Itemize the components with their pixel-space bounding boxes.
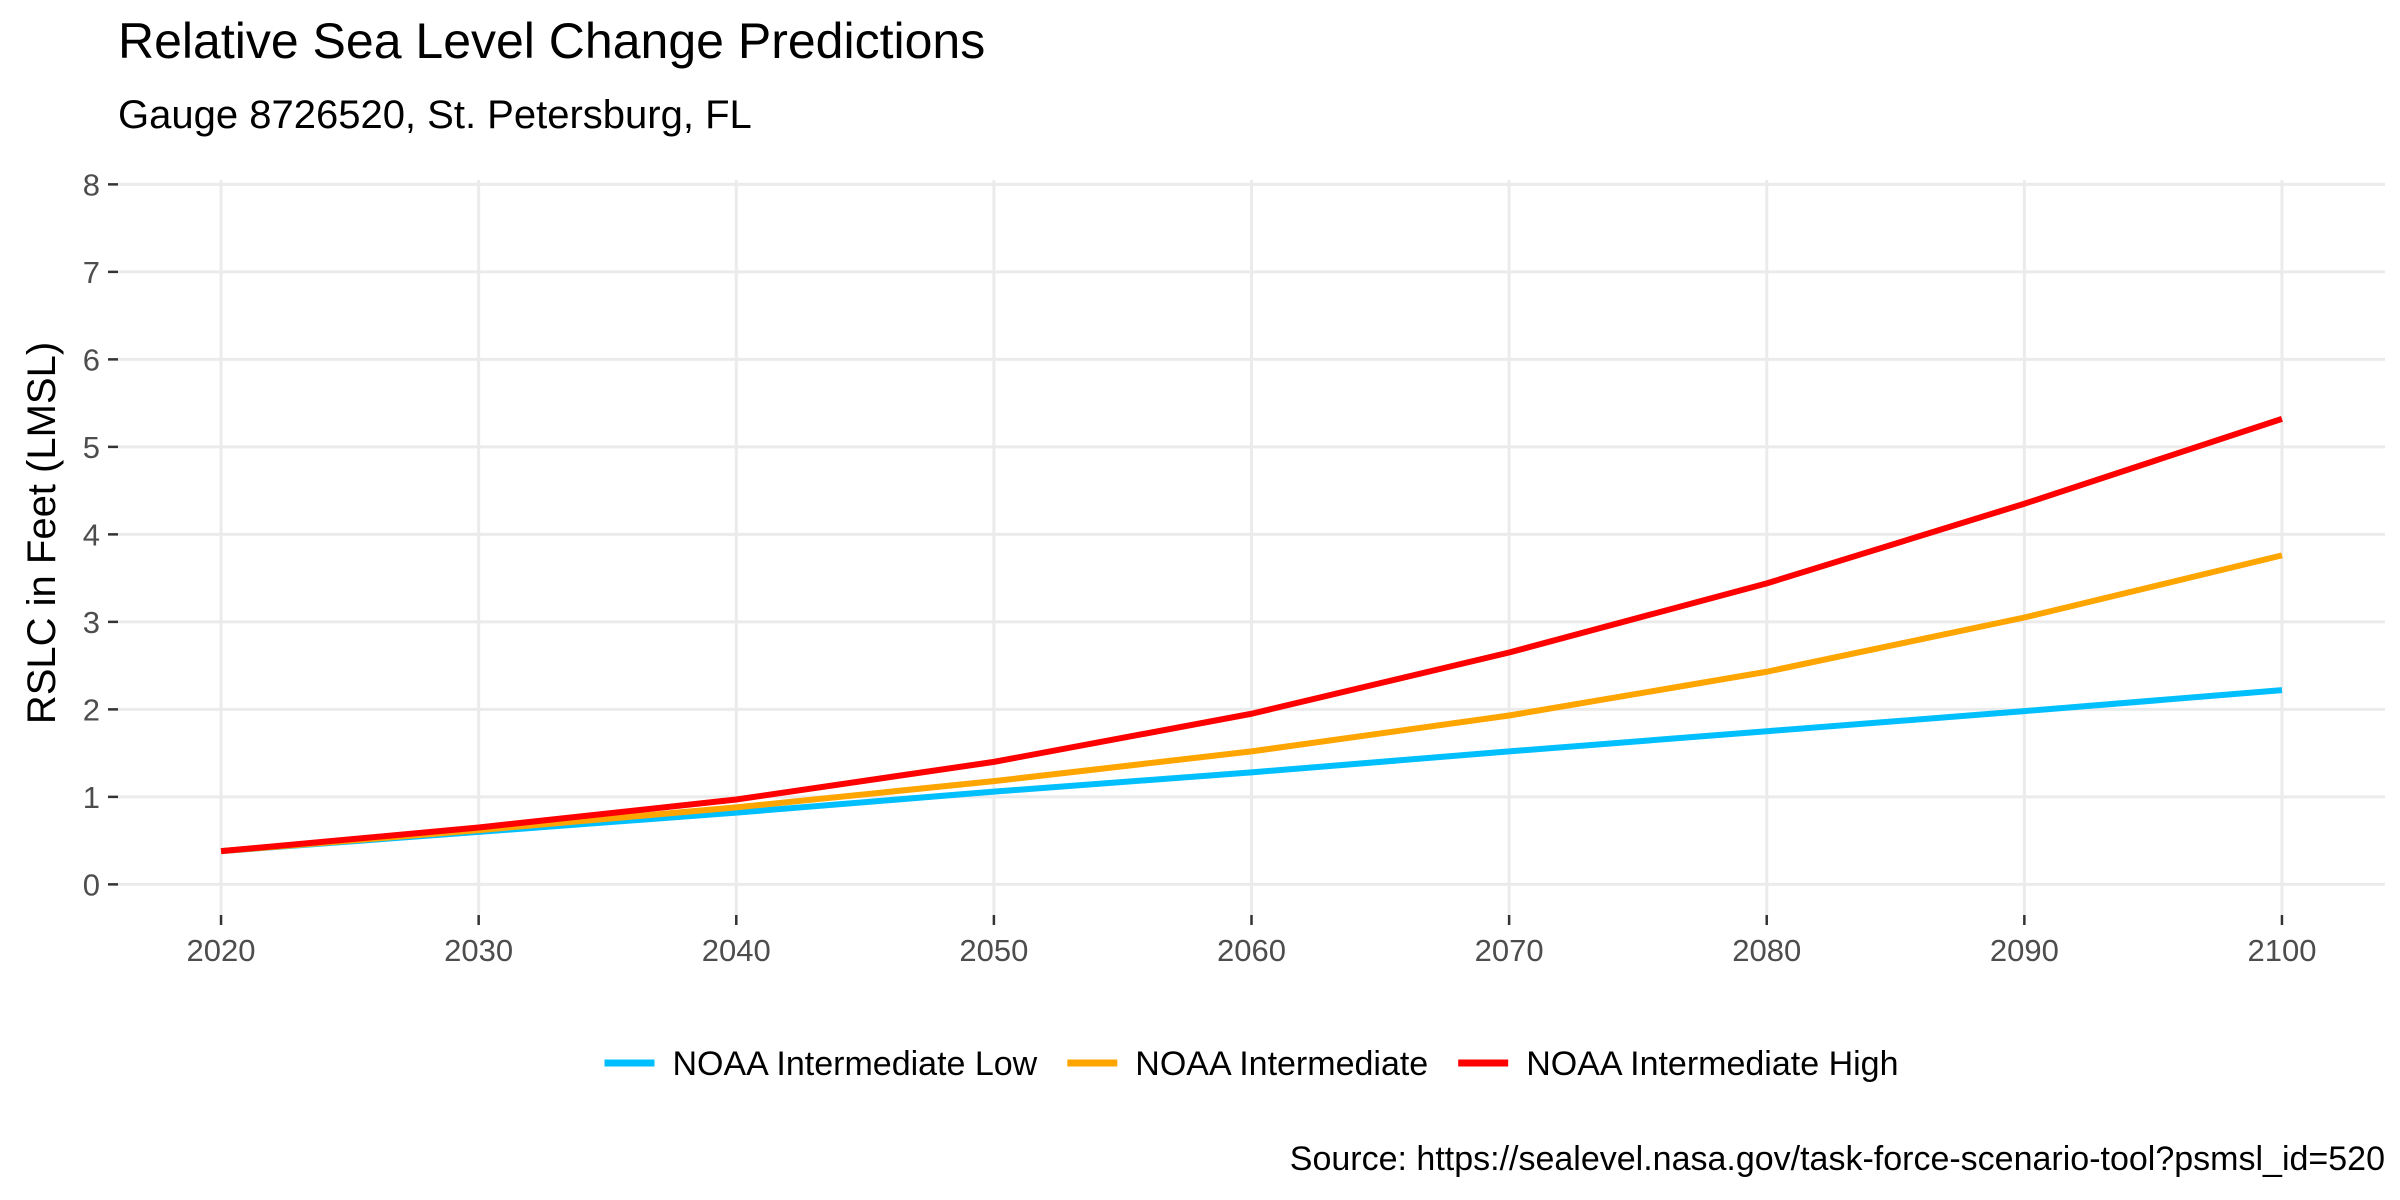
y-tick-label: 3 [83, 605, 100, 640]
y-tick-label: 2 [83, 692, 100, 727]
x-tick-label: 2040 [702, 933, 771, 968]
x-tick-label: 2020 [187, 933, 256, 968]
gridlines [118, 180, 2385, 915]
y-tick-label: 5 [83, 430, 100, 465]
y-tick-label: 0 [83, 867, 100, 902]
x-tick-label: 2090 [1990, 933, 2059, 968]
y-tick-label: 4 [83, 517, 100, 552]
x-tick-label: 2060 [1217, 933, 1286, 968]
x-tick-label: 2030 [444, 933, 513, 968]
series-line-noaa-intermediate-high [220, 416, 2283, 855]
y-tick-label: 6 [83, 342, 100, 377]
chart-title: Relative Sea Level Change Predictions [118, 13, 985, 69]
y-tick-label: 7 [83, 255, 100, 290]
legend-item: NOAA Intermediate High [1458, 1045, 1898, 1083]
legend-label: NOAA Intermediate [1135, 1045, 1428, 1083]
x-tick-label: 2080 [1732, 933, 1801, 968]
y-axis: 0 1 2 3 4 5 6 7 8 [83, 167, 118, 902]
legend: NOAA Intermediate Low NOAA Intermediate NO… [604, 1045, 1898, 1083]
legend-item: NOAA Intermediate [1067, 1045, 1428, 1083]
chart-caption: Source: https://sealevel.nasa.gov/task-f… [1290, 1140, 2385, 1178]
series-line-noaa-intermediate [220, 552, 2283, 855]
y-tick-label: 8 [83, 167, 100, 202]
legend-item: NOAA Intermediate Low [604, 1045, 1038, 1083]
x-tick-label: 2100 [2247, 933, 2316, 968]
chart-subtitle: Gauge 8726520, St. Petersburg, FL [118, 93, 752, 137]
y-tick-label: 1 [83, 780, 100, 815]
x-tick-label: 2070 [1475, 933, 1544, 968]
legend-label: NOAA Intermediate High [1526, 1045, 1898, 1083]
legend-label: NOAA Intermediate Low [673, 1045, 1038, 1083]
y-axis-label: RSLC in Feet (LMSL) [20, 342, 64, 724]
series-lines [220, 416, 2283, 855]
x-tick-label: 2050 [959, 933, 1028, 968]
x-axis: 2020 2030 2040 2050 2060 2070 2080 2090 2100 [187, 915, 2316, 968]
